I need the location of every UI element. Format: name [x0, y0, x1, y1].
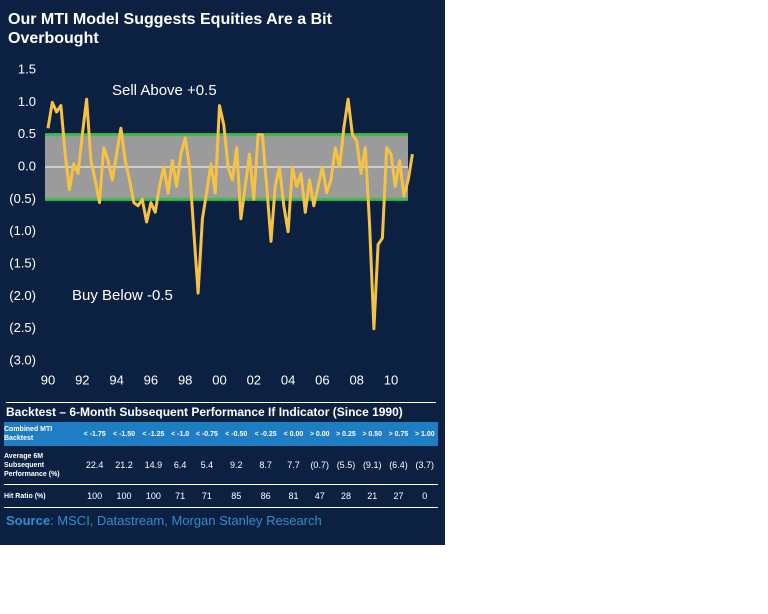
y-tick-label: 0.0 [18, 158, 36, 173]
table-cell: 100 [109, 484, 139, 508]
x-tick-label: 04 [281, 372, 295, 387]
table-cell: 27 [385, 484, 412, 508]
x-tick-label: 92 [75, 372, 89, 387]
x-tick-label: 96 [144, 372, 158, 387]
table-cell: (0.7) [306, 446, 333, 485]
table-cell: > 0.00 [306, 422, 333, 446]
table-cell: > 0.75 [385, 422, 412, 446]
x-tick-label: 90 [41, 372, 55, 387]
table-cell: < -0.50 [221, 422, 251, 446]
table-cell: 6.4 [168, 446, 193, 485]
source: Source: MSCI, Datastream, Morgan Stanley… [6, 513, 322, 528]
table-cell: 86 [250, 484, 281, 508]
annotation: Sell Above +0.5 [112, 82, 217, 99]
y-tick-label: (2.5) [9, 320, 36, 335]
y-tick-label: 0.5 [18, 126, 36, 141]
table-cell: < 0.00 [280, 422, 307, 446]
table-cell: > 1.00 [411, 422, 438, 446]
table-cell: 85 [221, 484, 251, 508]
annotation: Buy Below -0.5 [72, 287, 173, 304]
x-tick-label: 06 [315, 372, 329, 387]
x-tick-label: 08 [349, 372, 363, 387]
table-cell: > 0.50 [359, 422, 386, 446]
y-tick-label: (1.0) [9, 223, 36, 238]
table-cell: < -1.50 [109, 422, 139, 446]
table-cell: 5.4 [192, 446, 222, 485]
table-cell: 7.7 [280, 446, 307, 485]
table-cell: 14.9 [138, 446, 169, 485]
backtest-table: Combined MTI Backtest < -1.75 < -1.50 < -1.… [4, 422, 438, 508]
row-label: Combined MTI Backtest [4, 422, 80, 446]
table-row: Hit Ratio (%) 100 100 100 71 71 85 86 81 47 28 21 27… [4, 484, 438, 508]
table-row: Combined MTI Backtest < -1.75 < -1.50 < -1.… [4, 422, 438, 446]
x-tick-label: 98 [178, 372, 192, 387]
x-tick-label: 10 [384, 372, 398, 387]
table-title: Backtest – 6-Month Subsequent Performanc… [6, 402, 436, 423]
table-cell: 71 [192, 484, 222, 508]
x-tick-label: 94 [109, 372, 123, 387]
table-cell: 81 [280, 484, 307, 508]
table-cell: 9.2 [221, 446, 251, 485]
x-tick-label: 00 [212, 372, 226, 387]
table-cell: < -0.75 [192, 422, 222, 446]
y-tick-label: 1.5 [18, 61, 36, 76]
table-cell: < -1.75 [80, 422, 110, 446]
y-tick-label: (1.5) [9, 255, 36, 270]
table-cell: 100 [80, 484, 110, 508]
row-label: Average 6M Subsequent Performance (%) [4, 446, 80, 485]
table-cell: < -0.25 [250, 422, 281, 446]
table-cell: (9.1) [359, 446, 386, 485]
table-cell: 0 [411, 484, 438, 508]
chart: 1.5 1.0 0.5 0.0 (0.5) (1.0) (1.5) (2.0) (2.5) (3.… [9, 61, 414, 387]
table-cell: (6.4) [385, 446, 412, 485]
y-tick-label: 1.0 [18, 94, 36, 109]
panel: Our MTI Model Suggests Equities Are a Bi… [0, 0, 445, 545]
table-cell: < -1.25 [138, 422, 169, 446]
table-cell: 47 [306, 484, 333, 508]
source-label: Source [6, 513, 51, 528]
source-text: : MSCI, Datastream, Morgan Stanley Resea… [50, 513, 322, 528]
table-cell: 8.7 [250, 446, 281, 485]
table-cell: 28 [332, 484, 360, 508]
table-cell: < -1.0 [168, 422, 193, 446]
table-cell: 21 [359, 484, 386, 508]
y-tick-label: (0.5) [9, 191, 36, 206]
chart-title: Our MTI Model Suggests Equities Are a Bi… [8, 11, 332, 47]
mti-line [46, 97, 414, 331]
table-cell: > 0.25 [332, 422, 360, 446]
row-label: Hit Ratio (%) [4, 484, 80, 508]
table-cell: (3.7) [411, 446, 438, 485]
table-row: Average 6M Subsequent Performance (%) 22.… [4, 446, 438, 485]
table-cell: 21.2 [109, 446, 139, 485]
y-tick-label: (2.0) [9, 288, 36, 303]
x-tick-label: 02 [247, 372, 261, 387]
table-cell: (5.5) [332, 446, 360, 485]
y-tick-label: (3.0) [9, 352, 36, 367]
table-cell: 100 [138, 484, 169, 508]
table-cell: 22.4 [80, 446, 110, 485]
table-cell: 71 [168, 484, 193, 508]
